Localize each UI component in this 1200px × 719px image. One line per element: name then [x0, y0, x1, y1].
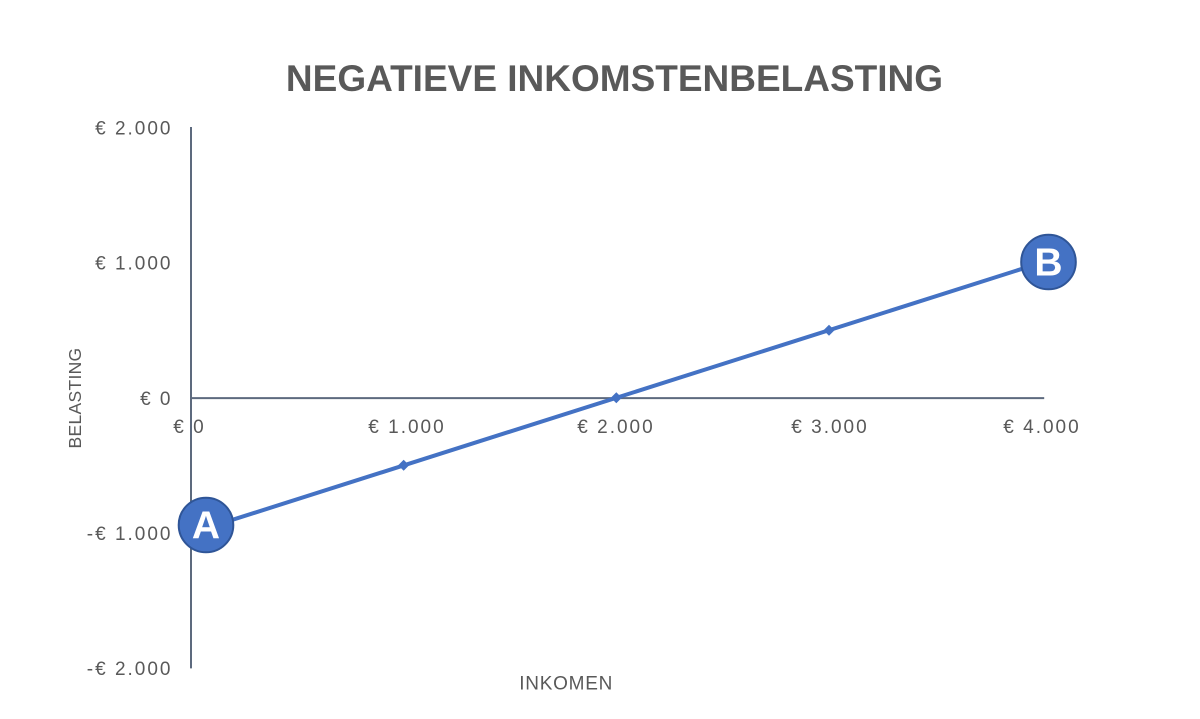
svg-text:-€ 1.000: -€ 1.000	[87, 524, 173, 545]
svg-text:BELASTING: BELASTING	[65, 348, 85, 449]
svg-text:€ 2.000: € 2.000	[95, 118, 172, 139]
svg-text:NEGATIEVE INKOMSTENBELASTING: NEGATIEVE INKOMSTENBELASTING	[286, 58, 943, 99]
svg-text:-€ 2.000: -€ 2.000	[87, 659, 173, 680]
svg-text:€ 4.000: € 4.000	[1003, 417, 1080, 438]
svg-text:€ 2.000: € 2.000	[577, 417, 654, 438]
svg-text:€ 0: € 0	[140, 389, 172, 410]
svg-text:B: B	[1034, 241, 1062, 284]
svg-text:A: A	[192, 504, 220, 547]
svg-text:€ 1.000: € 1.000	[95, 254, 172, 275]
svg-text:INKOMEN: INKOMEN	[519, 673, 613, 694]
svg-text:€ 0: € 0	[173, 417, 205, 438]
svg-text:€ 3.000: € 3.000	[791, 417, 868, 438]
svg-text:€ 1.000: € 1.000	[368, 417, 445, 438]
